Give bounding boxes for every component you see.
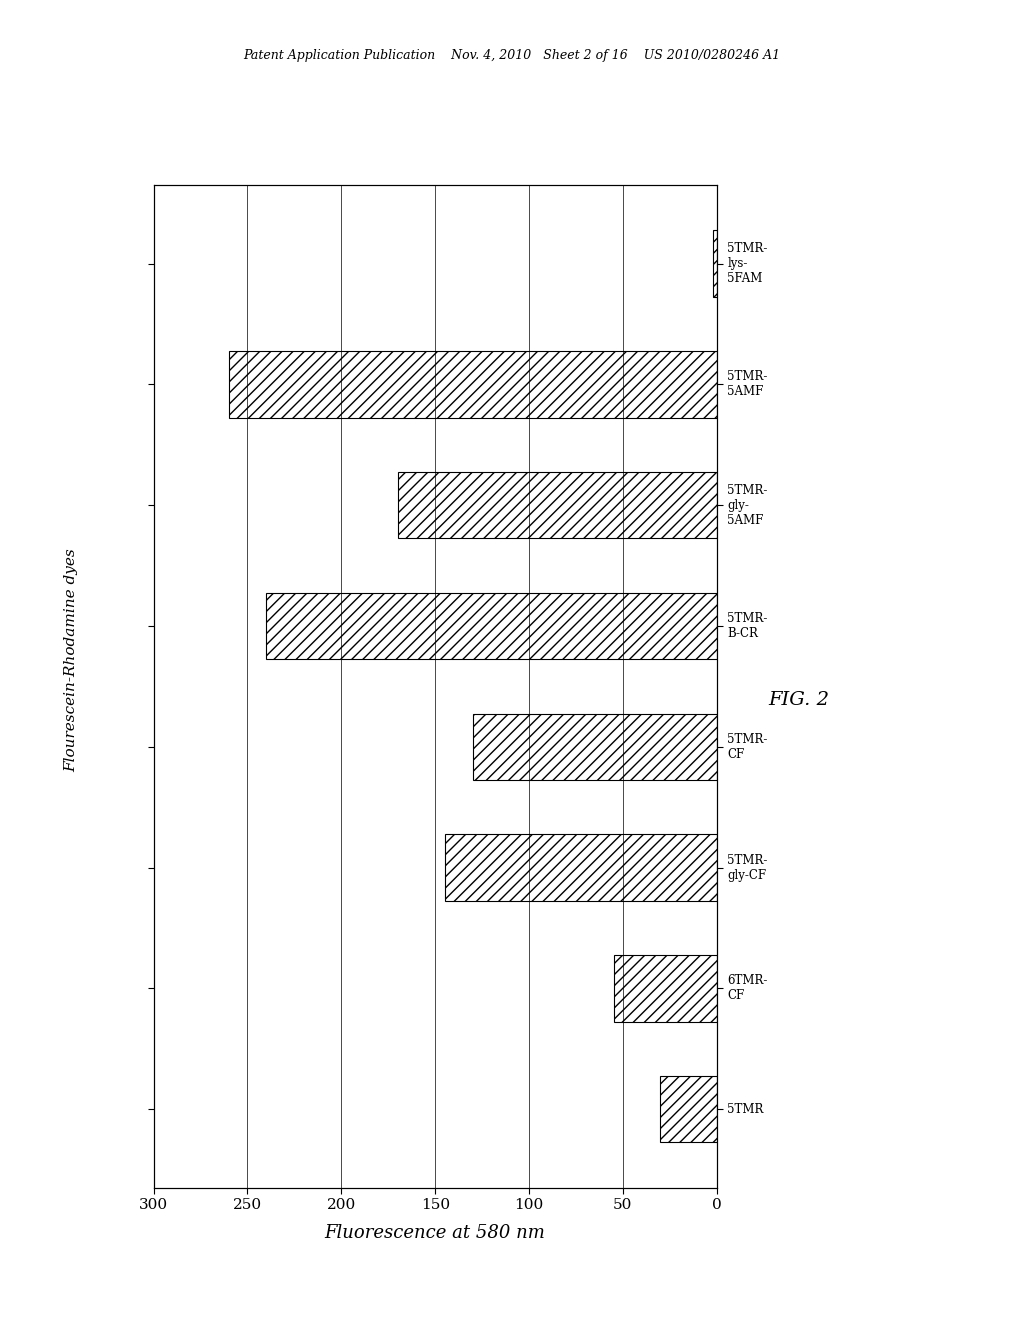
Bar <box>266 593 717 659</box>
Bar <box>444 834 717 900</box>
Bar <box>713 231 717 297</box>
Bar <box>613 956 717 1022</box>
Bar <box>397 473 717 539</box>
Text: FIG. 2: FIG. 2 <box>768 690 829 709</box>
Text: Flourescein-Rhodamine dyes: Flourescein-Rhodamine dyes <box>65 548 79 772</box>
Bar <box>473 714 717 780</box>
X-axis label: Fluorescence at 580 nm: Fluorescence at 580 nm <box>325 1224 546 1242</box>
Bar <box>660 1076 717 1142</box>
Text: Patent Application Publication    Nov. 4, 2010   Sheet 2 of 16    US 2010/028024: Patent Application Publication Nov. 4, 2… <box>244 49 780 62</box>
Bar <box>228 351 717 417</box>
